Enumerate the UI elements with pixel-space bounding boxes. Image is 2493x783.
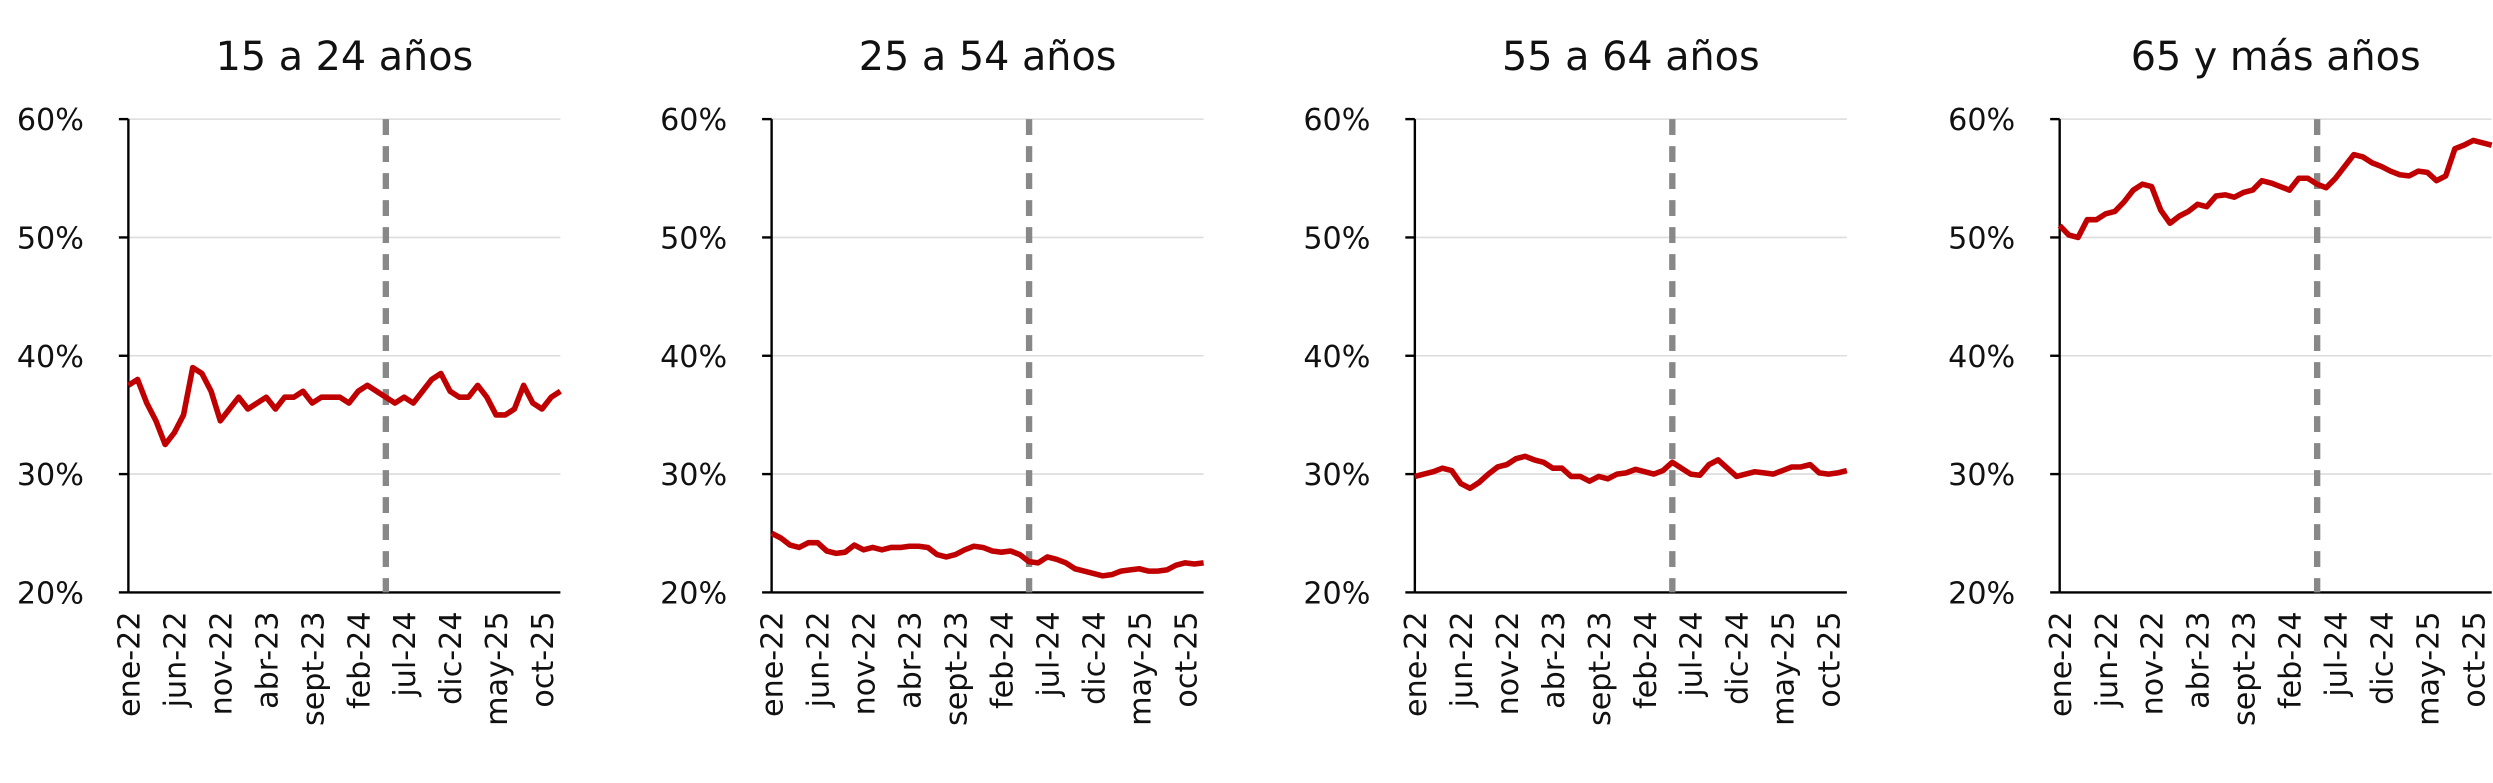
y-tick-label: 20%	[1948, 577, 2015, 612]
panel-title: 65 y más años	[2131, 34, 2421, 80]
y-tick-label: 30%	[1303, 458, 1370, 493]
panel-title: 25 a 54 años	[859, 34, 1117, 80]
x-tick-label: may-25	[2411, 611, 2446, 725]
panel: 55 a 64 años 20% 30% 40% 50% 60% ene-22 jun-22 n…	[1303, 34, 1847, 726]
x-tick-label: abr-23	[250, 611, 285, 708]
data-line	[126, 364, 562, 448]
x-tick-label: abr-23	[894, 611, 929, 708]
x-tick-label: jul-24	[2320, 611, 2355, 697]
y-tick-label: 60%	[660, 103, 727, 138]
x-tick-label: sept-23	[1583, 611, 1618, 726]
y-tick-label: 50%	[1303, 222, 1370, 257]
y-tick-label: 40%	[1948, 340, 2015, 375]
y-tick-label: 40%	[1303, 340, 1370, 375]
x-tick-label: feb-24	[986, 611, 1021, 709]
x-tick-label: sept-23	[940, 611, 975, 726]
x-tick-label: ene-22	[756, 611, 791, 716]
x-tick-label: oct-25	[526, 611, 561, 707]
x-tick-label: may-25	[1123, 611, 1158, 725]
x-tick-label: feb-24	[342, 611, 377, 709]
x-tick-label: oct-25	[1169, 611, 1204, 707]
panel: 65 y más años 20% 30% 40% 50% 60% ene-22 jun-22…	[1948, 34, 2492, 726]
x-tick-label: sept-23	[296, 611, 331, 726]
panel-title: 15 a 24 años	[216, 34, 474, 80]
y-tick-label: 50%	[660, 222, 727, 257]
x-tick-label: jun-22	[2090, 611, 2125, 708]
y-tick-label: 40%	[17, 340, 84, 375]
x-tick-label: nov-22	[1491, 611, 1526, 715]
x-tick-label: ene-22	[1399, 611, 1434, 716]
y-tick-label: 60%	[1948, 103, 2015, 138]
x-tick-label: abr-23	[2182, 611, 2217, 708]
x-tick-label: ene-22	[2044, 611, 2079, 716]
x-tick-label: sept-23	[2228, 611, 2263, 726]
x-tick-label: dic-24	[2365, 611, 2400, 704]
y-tick-label: 50%	[1948, 222, 2015, 257]
x-tick-label: jun-22	[1445, 611, 1480, 708]
x-tick-label: jul-24	[1031, 611, 1066, 697]
y-tick-label: 30%	[17, 458, 84, 493]
x-tick-label: nov-22	[204, 611, 239, 715]
x-tick-label: jul-24	[1675, 611, 1710, 697]
x-tick-label: feb-24	[1629, 611, 1664, 709]
panel: 25 a 54 años 20% 30% 40% 50% 60% ene-22 jun-22 n…	[660, 34, 1204, 726]
x-tick-label: may-25	[480, 611, 515, 725]
x-tick-label: jun-22	[158, 611, 193, 708]
y-tick-label: 50%	[17, 222, 84, 257]
x-tick-label: jun-22	[802, 611, 837, 708]
y-tick-label: 60%	[1303, 103, 1370, 138]
x-tick-label: dic-24	[434, 611, 469, 704]
x-tick-label: feb-24	[2274, 611, 2309, 709]
x-tick-label: oct-25	[2457, 611, 2492, 707]
x-tick-label: jul-24	[388, 611, 423, 697]
y-tick-label: 30%	[660, 458, 727, 493]
y-tick-label: 60%	[17, 103, 84, 138]
y-tick-label: 30%	[1948, 458, 2015, 493]
y-tick-label: 20%	[17, 577, 84, 612]
panel: 15 a 24 años 20% 30% 40% 50% 60% ene-22 jun-22 n…	[17, 34, 562, 726]
x-tick-label: dic-24	[1721, 611, 1756, 704]
x-tick-label: nov-22	[848, 611, 883, 715]
y-tick-label: 20%	[1303, 577, 1370, 612]
x-tick-label: oct-25	[1813, 611, 1848, 707]
x-tick-label: nov-22	[2136, 611, 2171, 715]
y-tick-label: 40%	[660, 340, 727, 375]
x-tick-label: dic-24	[1077, 611, 1112, 704]
x-tick-label: abr-23	[1537, 611, 1572, 708]
x-tick-label: may-25	[1767, 611, 1802, 725]
panel-title: 55 a 64 años	[1502, 34, 1760, 80]
data-line	[1414, 453, 1848, 492]
y-tick-label: 20%	[660, 577, 727, 612]
x-tick-label: ene-22	[113, 611, 148, 716]
data-line	[770, 530, 1204, 579]
data-line	[2057, 137, 2493, 241]
